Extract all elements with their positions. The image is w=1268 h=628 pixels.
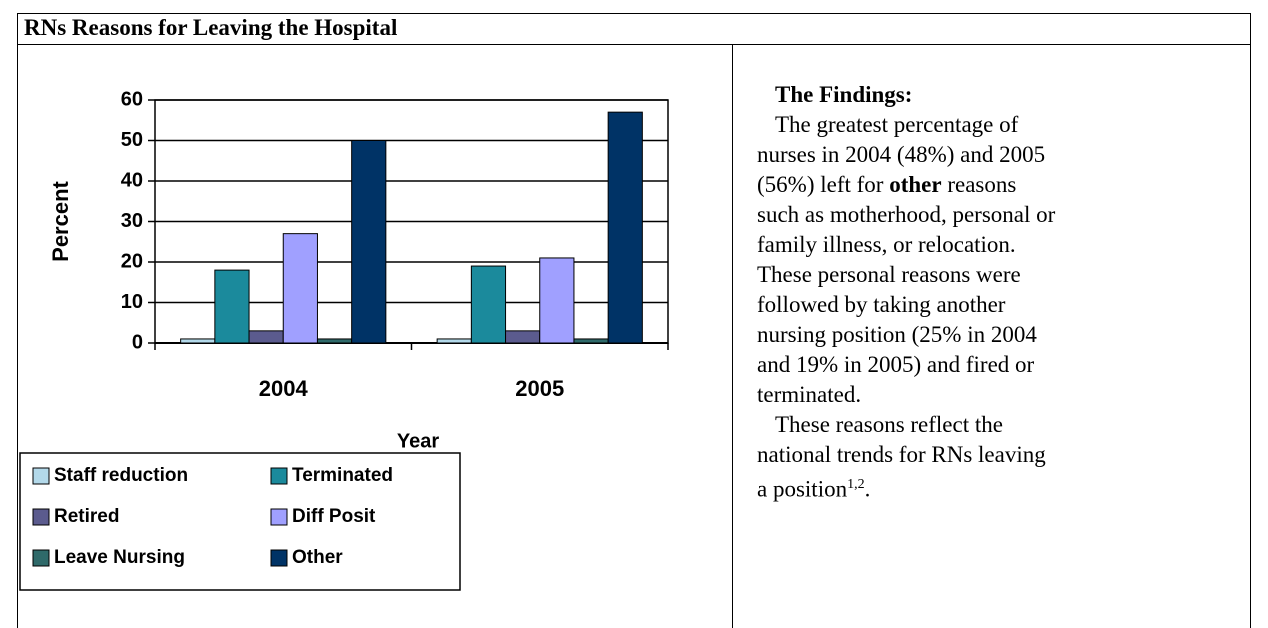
y-tick-label: 30 <box>121 210 143 232</box>
legend-label: Diff Posit <box>292 506 376 527</box>
heading: The Findings: <box>775 82 913 107</box>
text: reasons such as motherhood, personal or … <box>757 172 1056 407</box>
bar <box>248 330 284 344</box>
title: RNs Reasons for Leaving the Hospital <box>24 15 398 40</box>
legend-swatch <box>32 508 50 526</box>
bar <box>214 269 250 344</box>
legend-label: Staff reduction <box>54 465 188 486</box>
x-tick-label: 2005 <box>515 376 564 401</box>
y-axis-label: Percent <box>48 180 73 261</box>
x-tick-label: 2004 <box>259 376 309 401</box>
paragraph: The greatest percentage of nurses in 200… <box>757 110 1057 410</box>
legend-swatch <box>270 467 288 485</box>
text: The greatest percentage of nurses in 200… <box>757 112 1046 197</box>
bar <box>351 140 387 344</box>
legend-label: Leave Nursing <box>54 547 185 568</box>
x-axis-label: Year <box>397 430 439 452</box>
bar <box>607 111 643 344</box>
paragraph: These reasons reflect the national trend… <box>757 410 1057 505</box>
bar <box>539 257 575 344</box>
y-tick-label: 20 <box>121 250 143 272</box>
border <box>1250 13 1251 628</box>
bar <box>505 330 541 344</box>
text: These reasons reflect the national trend… <box>757 412 1046 502</box>
y-tick-label: 60 <box>121 88 143 110</box>
bar <box>436 338 472 344</box>
legend-swatch <box>32 549 50 567</box>
bar <box>282 233 318 344</box>
legend-box <box>19 452 461 591</box>
legend-label: Terminated <box>292 465 393 486</box>
bar <box>180 338 216 344</box>
legend-swatch <box>32 467 50 485</box>
border <box>17 13 1251 14</box>
bar <box>470 265 507 344</box>
legend-label: Retired <box>54 506 119 527</box>
text: other <box>889 172 942 197</box>
border <box>17 44 1251 45</box>
findings: The Findings: The greatest percentage of… <box>757 80 1057 505</box>
y-tick-label: 40 <box>121 169 143 191</box>
text: . <box>864 476 871 502</box>
y-tick-label: 10 <box>121 291 143 313</box>
bar <box>316 338 353 344</box>
chart: 0 10 20 30 40 50 60 2004 2005 Percent Year Staff re… <box>19 88 669 591</box>
y-tick-label: 0 <box>132 331 143 353</box>
superscript: 1,2 <box>847 477 865 492</box>
border <box>17 13 18 628</box>
legend-swatch <box>270 508 288 526</box>
legend-label: Other <box>292 547 343 568</box>
legend-swatch <box>270 549 288 567</box>
border <box>732 44 733 628</box>
bar <box>573 338 609 344</box>
y-tick-label: 50 <box>121 129 143 151</box>
